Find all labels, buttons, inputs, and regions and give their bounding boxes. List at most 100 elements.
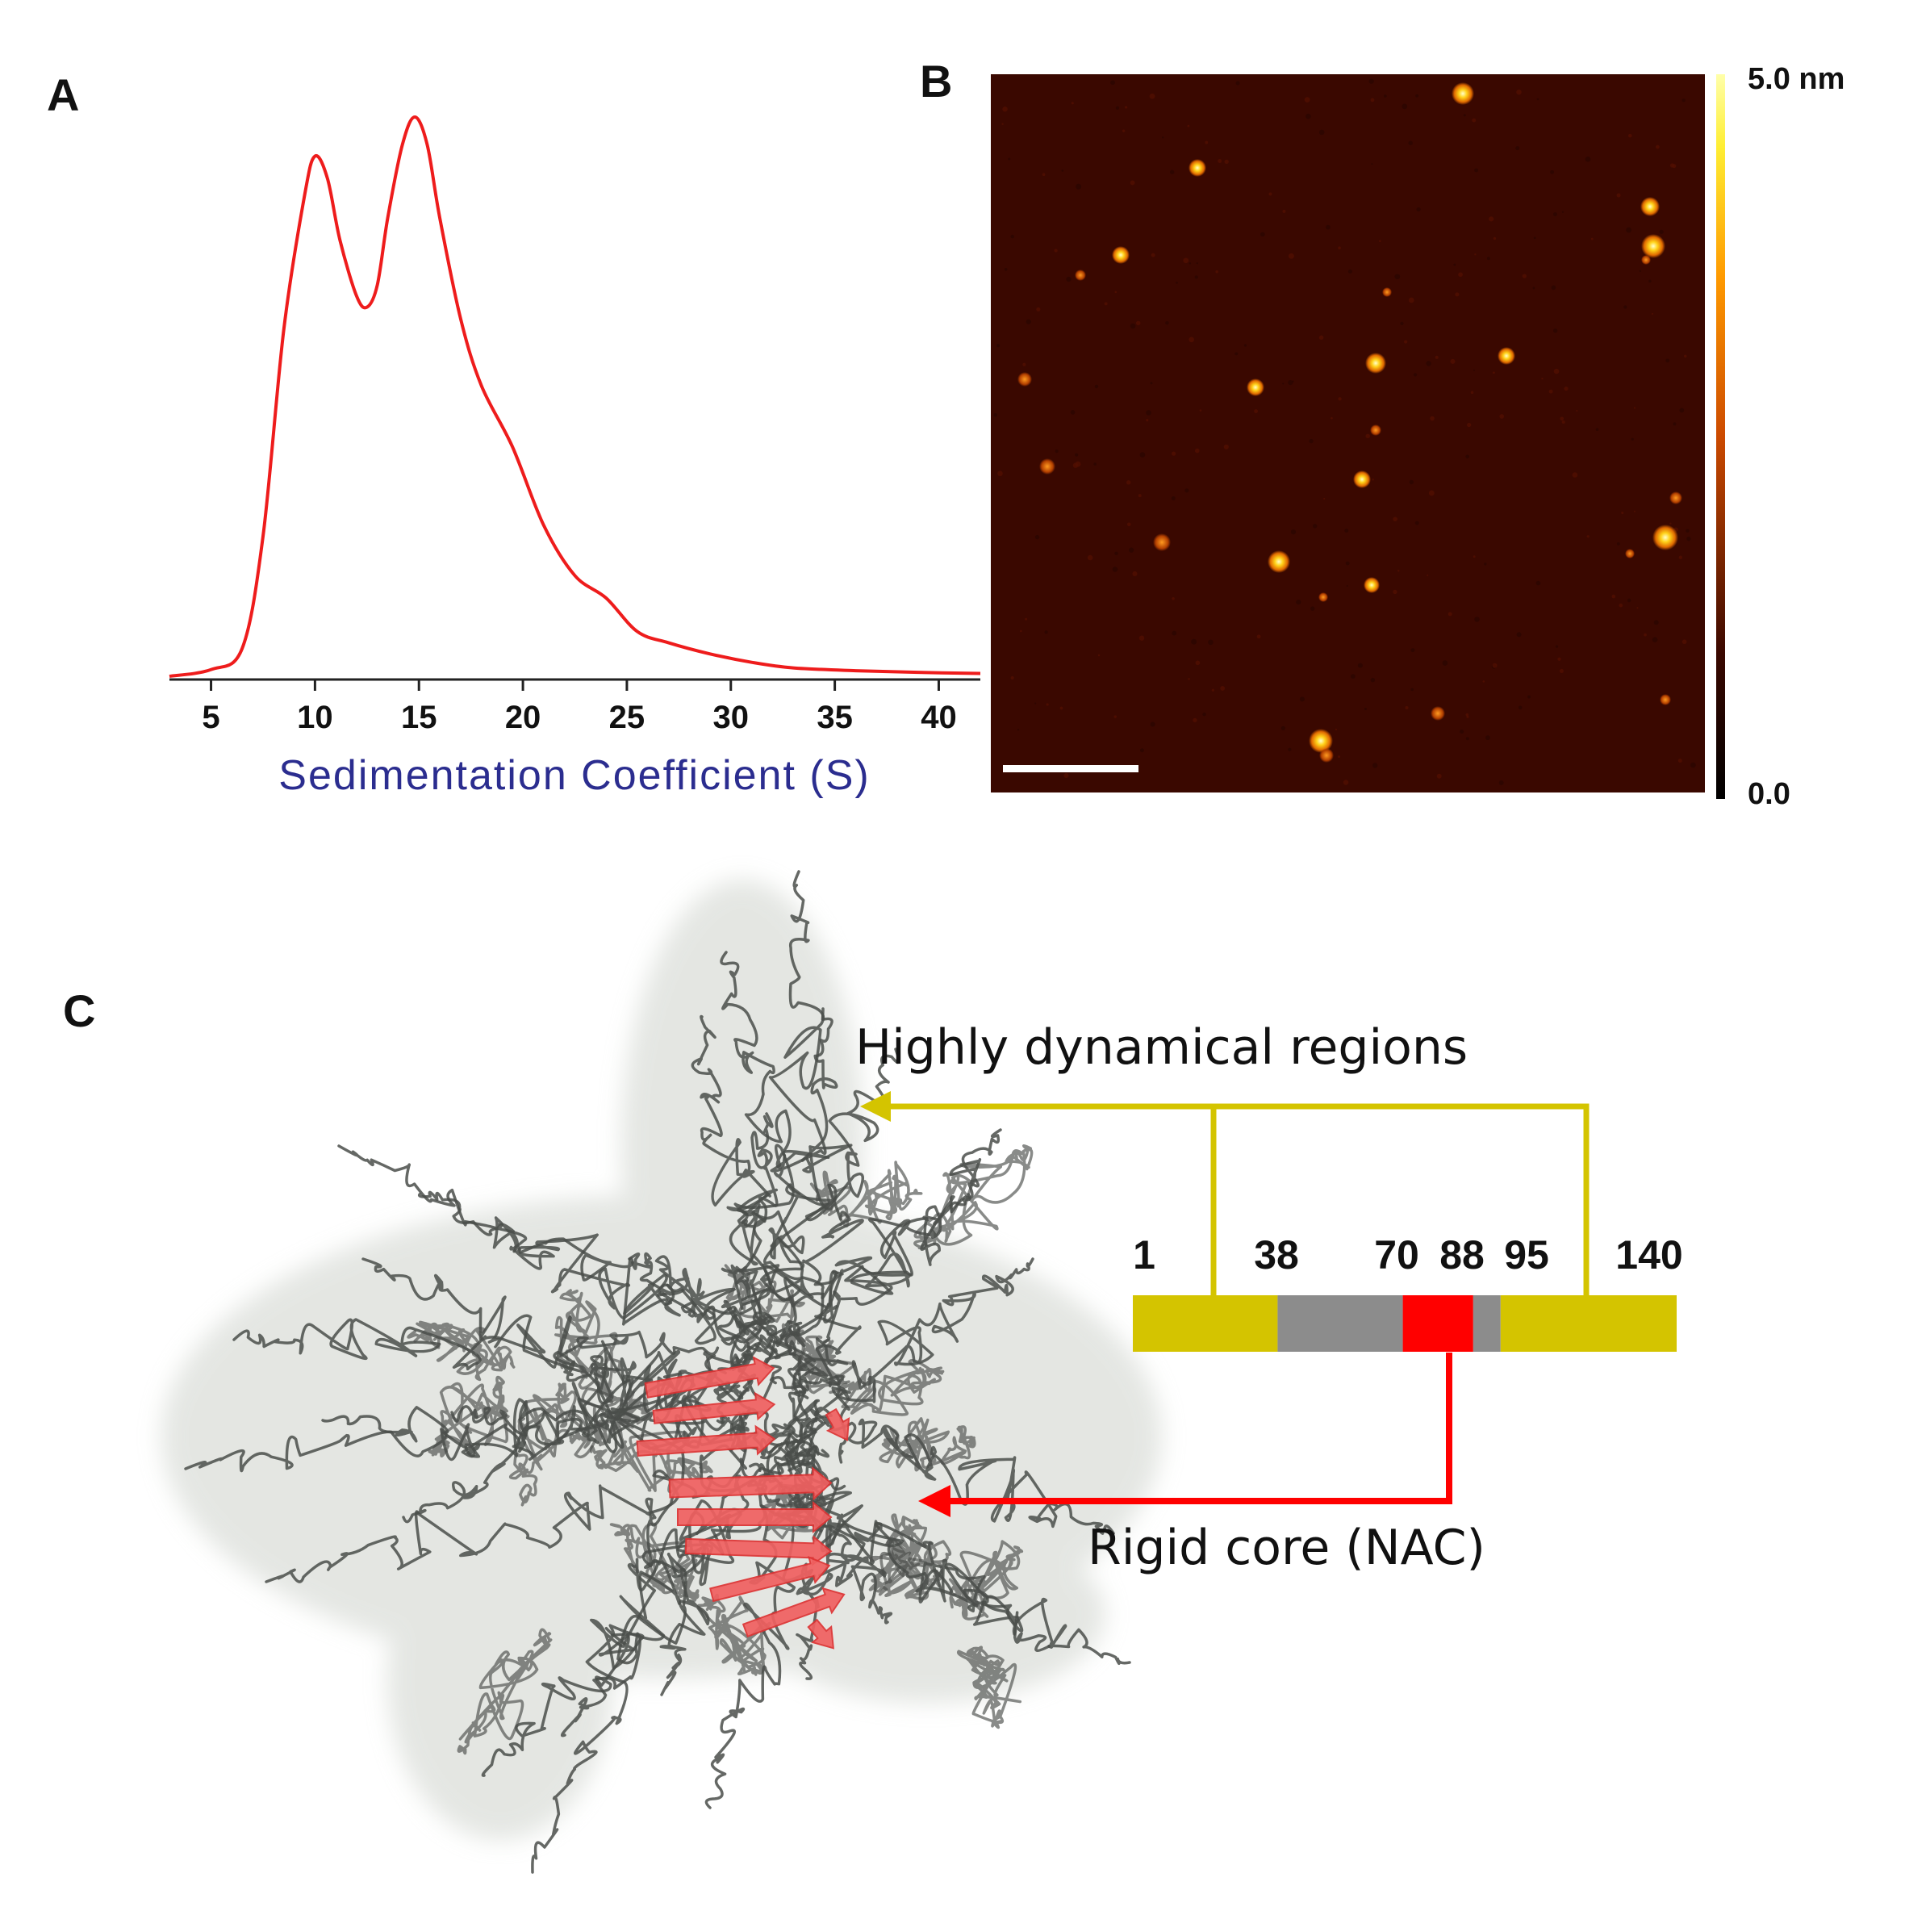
afm-noise-speck <box>1473 555 1476 558</box>
afm-noise-speck <box>1627 598 1631 603</box>
afm-noise-speck <box>1310 606 1315 611</box>
afm-noise-speck <box>1453 263 1456 266</box>
afm-noise-speck <box>1555 645 1559 648</box>
afm-noise-speck <box>1338 246 1341 250</box>
segment-number-1: 1 <box>1133 1232 1155 1278</box>
afm-noise-speck <box>1516 632 1522 638</box>
afm-noise-speck <box>1527 695 1531 699</box>
afm-noise-speck <box>1651 312 1653 316</box>
x-axis-ticks <box>210 680 940 691</box>
colorbar-max-label: 5.0 nm <box>1748 62 1844 96</box>
afm-noise-speck <box>1470 391 1474 395</box>
afm-noise-speck <box>1054 249 1058 253</box>
x-axis-title: Sedimentation Coefficient (S) <box>278 752 870 799</box>
afm-noise-speck <box>1104 302 1108 306</box>
coil-chain <box>913 1144 1034 1250</box>
afm-noise-speck <box>1499 414 1505 419</box>
afm-noise-speck <box>1532 286 1535 290</box>
afm-particle <box>1364 577 1380 593</box>
afm-particle <box>1319 748 1334 763</box>
afm-noise-speck <box>1409 479 1414 485</box>
colorbar-gradient <box>1716 74 1725 799</box>
afm-noise-speck <box>1306 113 1311 119</box>
afm-noise-speck <box>1551 285 1556 291</box>
afm-noise-speck <box>1130 323 1136 329</box>
beta-strand <box>807 1618 834 1650</box>
beta-strand <box>652 1391 776 1424</box>
afm-noise-speck <box>1218 159 1222 163</box>
afm-noise-speck <box>1427 574 1429 576</box>
sedimentation-chart: 5 10 15 20 25 30 35 40 Sedimentation Coefficien… <box>169 115 981 799</box>
coil-chain <box>720 951 807 1395</box>
coil-chain <box>721 1112 780 1381</box>
afm-noise-speck <box>1139 452 1146 458</box>
afm-particle <box>1669 491 1682 504</box>
afm-noise-speck <box>1010 234 1014 239</box>
afm-particle <box>1189 159 1206 177</box>
afm-noise-speck <box>1304 97 1310 103</box>
colorbar-min-label: 0.0 <box>1748 777 1790 811</box>
afm-noise-speck <box>1126 480 1131 485</box>
coil-chain <box>560 1393 809 1738</box>
segment-nac-core <box>1402 1295 1473 1352</box>
segment-c-terminal <box>1500 1295 1677 1352</box>
afm-noise-speck <box>1677 759 1682 763</box>
segment-numbers: 1 38 70 88 95 140 <box>1133 1232 1683 1278</box>
afm-noise-speck <box>1184 488 1189 493</box>
afm-particle <box>1112 246 1130 264</box>
afm-noise-speck <box>1346 585 1348 588</box>
afm-noise-speck <box>1553 368 1560 374</box>
afm-noise-speck <box>1187 124 1190 128</box>
afm-noise-speck <box>1498 780 1504 785</box>
afm-noise-speck <box>997 470 1003 477</box>
beta-strand-arrow <box>644 1356 775 1399</box>
afm-noise-speck <box>1410 648 1415 653</box>
beta-sheet-core <box>636 1356 850 1650</box>
beta-strand <box>636 1424 776 1457</box>
afm-noise-speck <box>1489 216 1494 222</box>
afm-noise-speck <box>1256 634 1261 639</box>
segment-number-88: 88 <box>1439 1232 1485 1278</box>
x-tick-label: 5 <box>202 700 219 735</box>
afm-noise-speck <box>1553 212 1557 216</box>
beta-strand <box>709 1555 831 1603</box>
afm-noise-speck <box>1616 193 1621 198</box>
afm-noise-speck <box>1202 712 1206 717</box>
afm-noise-speck <box>1172 596 1175 600</box>
afm-noise-speck <box>1550 169 1555 174</box>
x-tick-label: 25 <box>609 700 645 735</box>
afm-noise-speck <box>1669 522 1672 525</box>
afm-noise-speck <box>1347 269 1352 274</box>
afm-particle <box>1017 372 1032 387</box>
afm-particle <box>1309 729 1333 753</box>
coil-chain <box>659 1374 757 1696</box>
afm-noise-speck <box>1254 409 1259 413</box>
afm-noise-speck <box>1162 136 1164 139</box>
beta-strand-arrow <box>742 1587 846 1638</box>
afm-noise-speck <box>1215 270 1218 274</box>
beta-strand-arrow <box>636 1424 776 1457</box>
coil-chain <box>791 1331 857 1395</box>
beta-strand-arrow <box>807 1618 834 1650</box>
afm-noise-speck <box>1492 663 1498 668</box>
coil-chain <box>554 1289 621 1404</box>
afm-noise-speck <box>1415 94 1419 98</box>
afm-noise-speck <box>1681 98 1686 102</box>
afm-particle <box>1153 533 1171 551</box>
afm-noise-speck <box>1280 726 1285 730</box>
afm-noise-speck <box>1022 362 1026 366</box>
afm-noise-speck <box>1633 407 1636 409</box>
afm-noise-speck <box>1135 320 1141 326</box>
coil-chain <box>609 1522 703 1602</box>
afm-noise-speck <box>1205 140 1209 144</box>
afm-noise-speck <box>1631 437 1634 441</box>
afm-particle <box>1075 270 1086 281</box>
afm-noise-speck <box>1094 384 1099 389</box>
afm-noise-speck <box>1017 729 1020 731</box>
afm-noise-speck <box>1559 668 1565 674</box>
afm-noise-speck <box>1552 328 1558 333</box>
afm-noise-speck <box>1002 107 1008 112</box>
afm-noise-speck <box>1627 133 1632 138</box>
afm-noise-speck <box>1393 589 1397 595</box>
